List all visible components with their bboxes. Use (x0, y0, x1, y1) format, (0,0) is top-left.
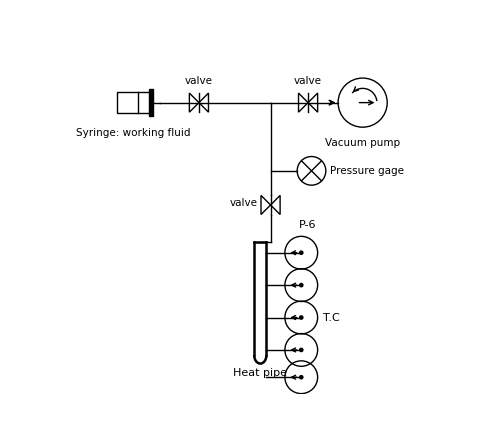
Circle shape (300, 251, 303, 254)
Circle shape (300, 316, 303, 319)
Text: Vacuum pump: Vacuum pump (325, 138, 400, 148)
Text: Syringe: working fluid: Syringe: working fluid (76, 128, 191, 138)
Text: T.C: T.C (323, 312, 339, 323)
Text: P-6: P-6 (299, 220, 317, 230)
Text: Pressure gage: Pressure gage (330, 166, 404, 176)
Circle shape (300, 284, 303, 287)
Bar (149, 89, 152, 117)
Bar (117, 93, 151, 113)
Circle shape (300, 376, 303, 379)
Text: valve: valve (229, 198, 258, 208)
Circle shape (300, 348, 303, 352)
Text: valve: valve (185, 76, 213, 86)
Text: valve: valve (294, 76, 322, 86)
Text: Heat pipe: Heat pipe (233, 368, 287, 377)
